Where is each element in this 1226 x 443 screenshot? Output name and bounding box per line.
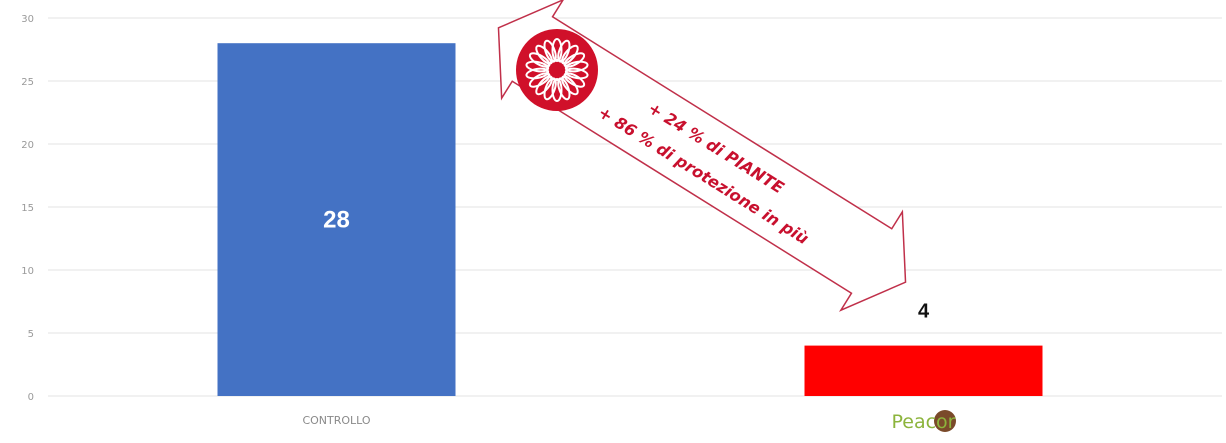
petal — [563, 52, 586, 68]
petal — [560, 44, 579, 65]
petal — [543, 77, 557, 101]
petal — [543, 39, 557, 63]
value-label: 4 — [918, 301, 930, 323]
bar-controllo — [217, 43, 456, 396]
petal — [525, 67, 550, 80]
peacor-logo: Peacor — [892, 410, 956, 433]
y-tick-label: 15 — [21, 203, 34, 214]
petal — [535, 75, 554, 96]
y-tick-label: 30 — [21, 14, 34, 25]
petal — [564, 60, 589, 73]
sunflower-icon — [516, 29, 598, 111]
petal — [535, 44, 554, 65]
y-tick-label: 5 — [28, 329, 34, 340]
y-axis-ticks: 0 5 10 15 20 25 30 — [21, 14, 34, 403]
petal — [563, 72, 586, 88]
value-label: 28 — [323, 207, 350, 234]
logo-dot — [934, 410, 956, 432]
petal — [560, 75, 579, 96]
y-tick-label: 25 — [21, 77, 34, 88]
double-arrow-icon — [497, 0, 907, 312]
category-label-peacor: Peacor — [892, 411, 956, 433]
category-label-controllo: CONTROLLO — [302, 414, 370, 427]
petal — [564, 67, 589, 80]
bar-peacor — [804, 345, 1043, 396]
y-tick-label: 20 — [21, 140, 34, 151]
petal — [528, 52, 551, 68]
value-labels: 28 4 — [323, 207, 930, 323]
petal — [525, 60, 550, 73]
y-tick-label: 0 — [28, 392, 34, 403]
category-labels: CONTROLLO — [302, 414, 370, 427]
y-tick-label: 10 — [21, 266, 34, 277]
bars — [217, 43, 1043, 396]
petal — [557, 39, 571, 63]
petal — [528, 72, 551, 88]
petal — [557, 77, 571, 101]
